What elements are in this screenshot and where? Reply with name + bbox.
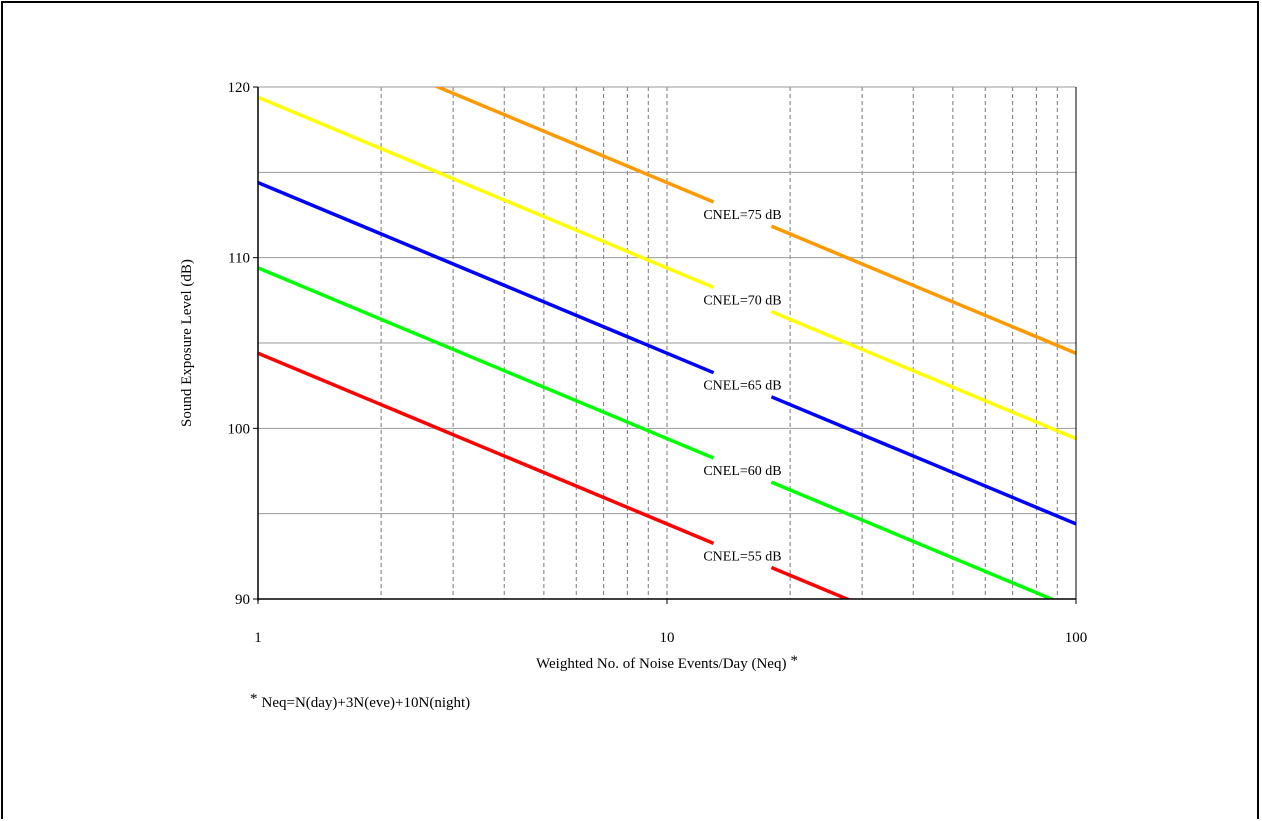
series-line xyxy=(770,224,1076,355)
curve-label: CNEL=70 dB xyxy=(703,293,781,308)
series-line xyxy=(258,351,715,545)
y-tick-label: 110 xyxy=(228,251,250,267)
y-axis-label: Sound Exposure Level (dB) xyxy=(179,259,195,427)
footnote-text: Neq=N(day)+3N(eve)+10N(night) xyxy=(261,695,471,711)
series-line xyxy=(258,95,715,289)
series-line xyxy=(433,87,715,204)
series-line xyxy=(770,565,852,599)
footnote-mark: * xyxy=(250,691,258,707)
series-line xyxy=(258,266,715,460)
curve-label: CNEL=65 dB xyxy=(703,379,781,394)
curve-labels: CNEL=75 dB CNEL=70 dB CNEL=65 dB CNEL=60 dB… xyxy=(703,208,781,564)
curve-label: CNEL=75 dB xyxy=(703,208,781,223)
curve-label: CNEL=55 dB xyxy=(703,549,781,564)
x-axis-label: Weighted No. of Noise Events/Day (Neq) * xyxy=(536,653,798,672)
x-tick-label: 10 xyxy=(660,630,675,646)
x-tick-label: 100 xyxy=(1065,630,1088,646)
y-tick-label: 90 xyxy=(235,592,250,608)
y-tick-label: 100 xyxy=(228,421,251,437)
curve-label: CNEL=60 dB xyxy=(703,464,781,479)
series-lines xyxy=(258,87,1076,599)
y-gridlines xyxy=(258,86,1076,515)
series-line xyxy=(258,180,715,375)
series-line xyxy=(770,395,1076,526)
footnote: * Neq=N(day)+3N(eve)+10N(night) xyxy=(250,691,471,712)
series-line xyxy=(770,480,1057,599)
series-line xyxy=(770,309,1076,441)
x-tick-label: 1 xyxy=(254,630,262,646)
y-tick-label: 120 xyxy=(228,80,251,96)
